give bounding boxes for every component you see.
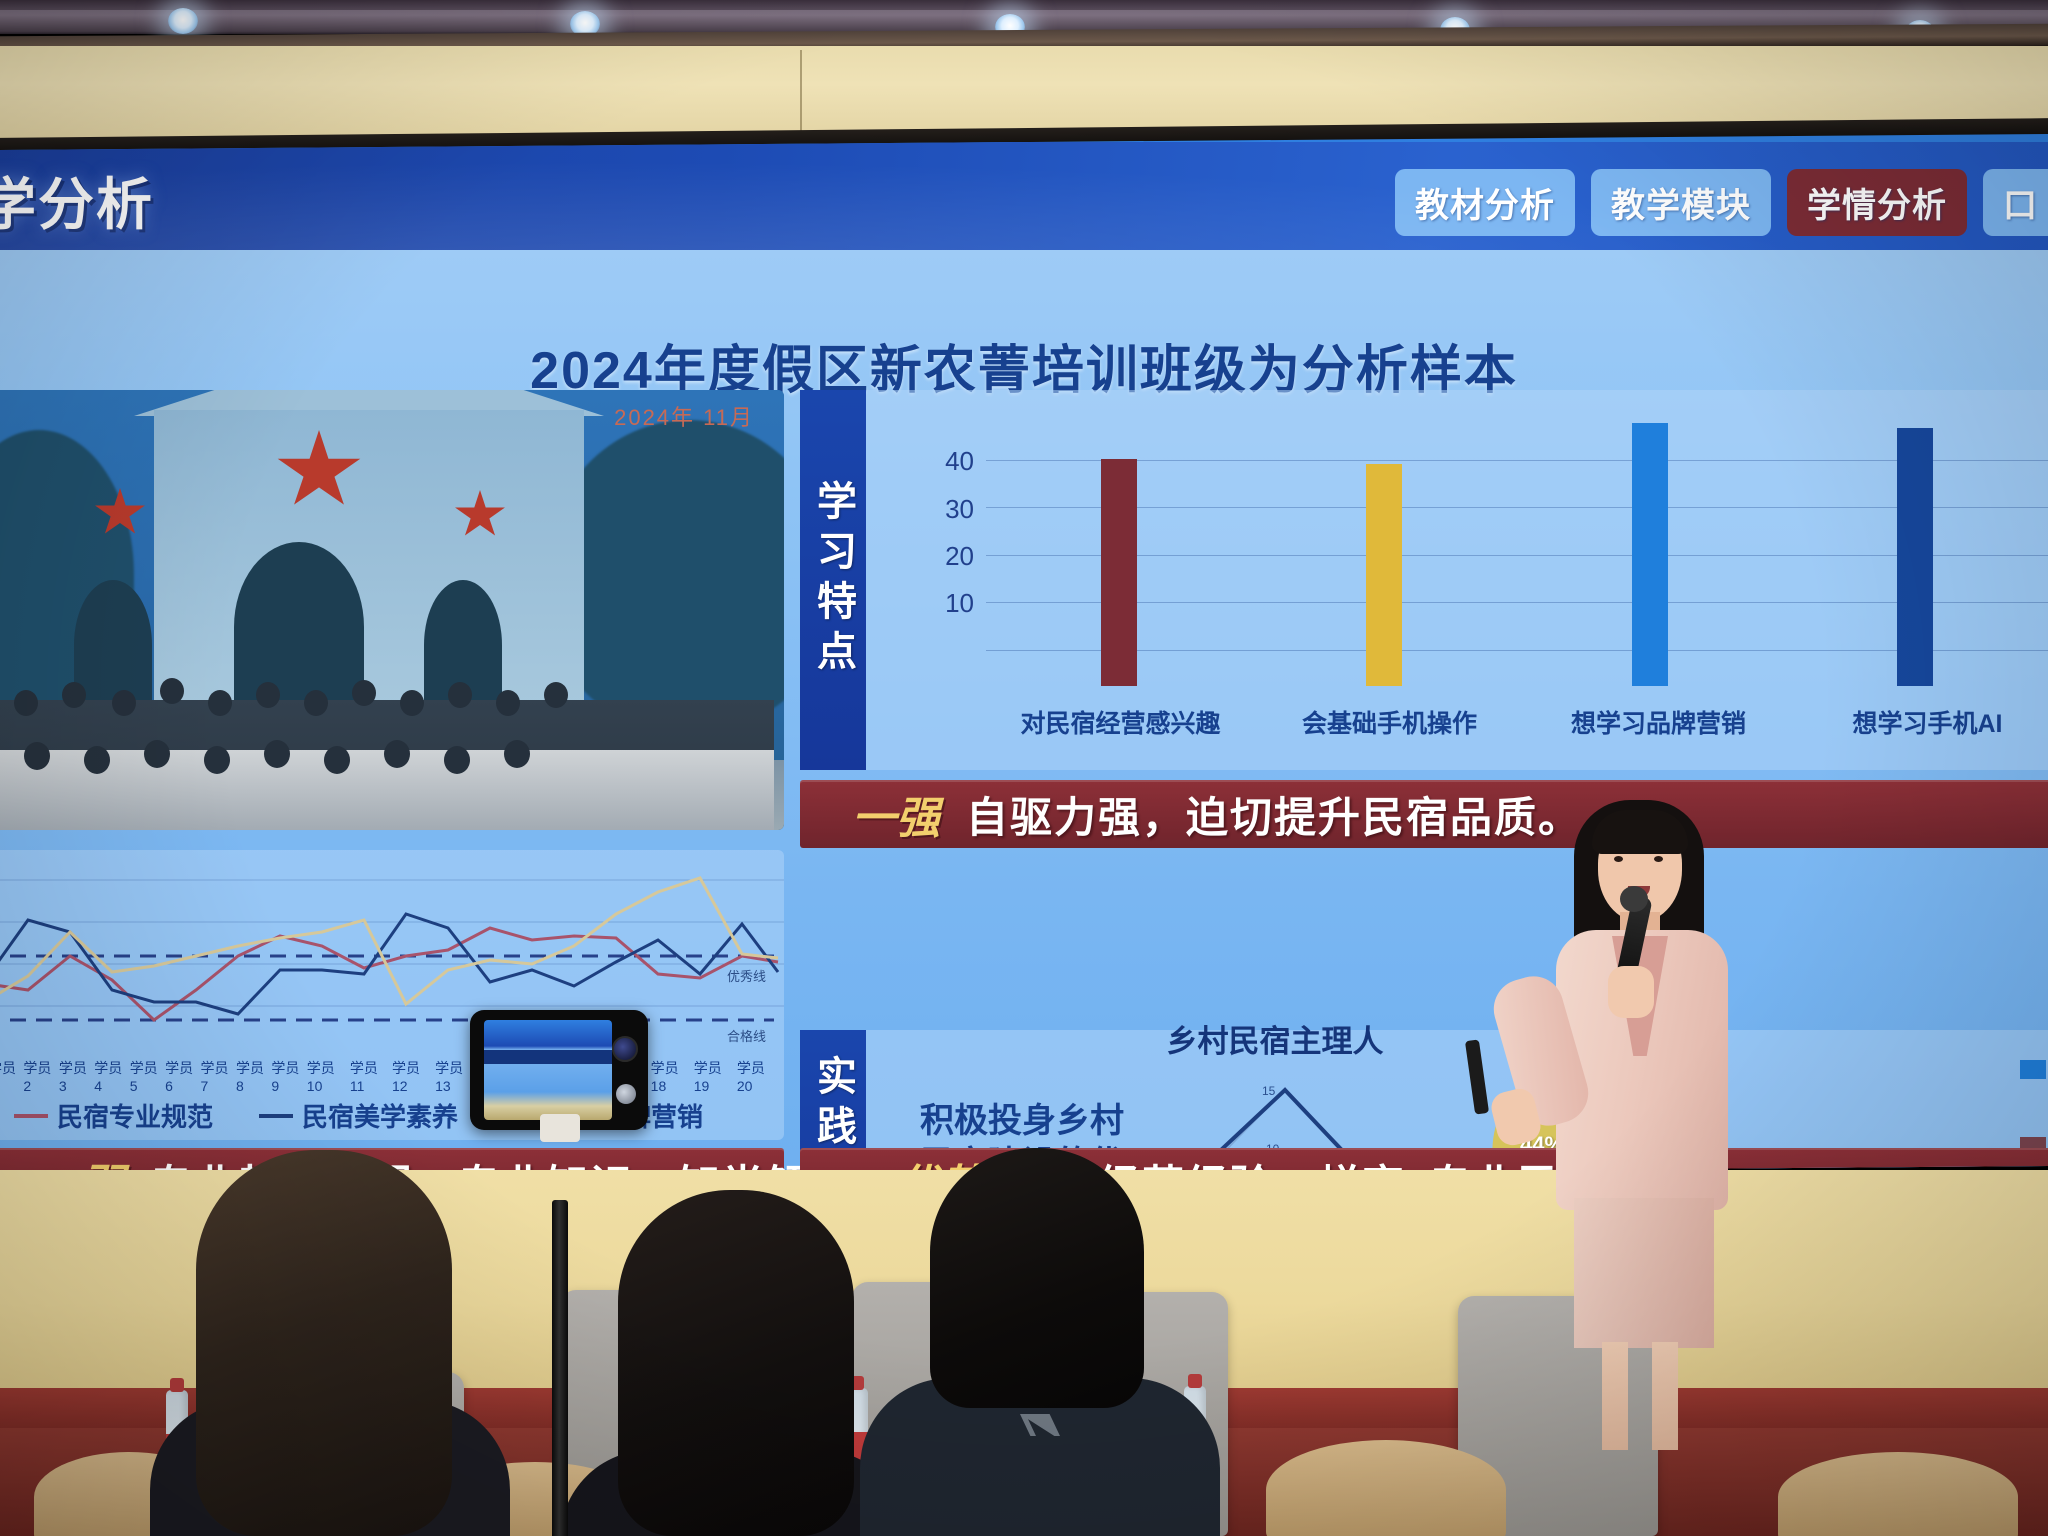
audience-head (196, 1150, 452, 1536)
bar (1897, 428, 1934, 686)
strength-banner: 一强 自驱力强，迫切提升民宿品质。 (800, 780, 2048, 848)
presenter-eye-right (1654, 856, 1663, 862)
group-photo-panel: 2024年 11月 (0, 390, 784, 830)
line-x-label: 学员10 (306, 1060, 335, 1094)
bar-column (1517, 408, 1783, 686)
photo-building (154, 410, 584, 710)
bar-plot (986, 408, 2048, 686)
bar-column (1783, 408, 2048, 686)
line-chart-svg (0, 876, 784, 1022)
y-tick: 30 (945, 494, 974, 524)
y-tick: 10 (945, 588, 974, 618)
header-title: 学分析 (0, 173, 154, 236)
line-x-label: 学员6 (165, 1060, 194, 1094)
presenter-skirt (1574, 1198, 1714, 1348)
bar-section-label-text: 学习特点 (811, 480, 855, 680)
bar-y-axis: 40 30 20 10 (934, 446, 974, 650)
line-x-label: 学员12 (392, 1060, 420, 1094)
line-x-label: 学员9 (271, 1060, 300, 1094)
legend-item-1: 民宿美学素养 (259, 1097, 458, 1134)
line-x-label: 学员19 (693, 1060, 722, 1094)
tab-jiaocai-fenxi[interactable]: 教材分析 (1395, 169, 1575, 236)
line-x-label: 学员11 (349, 1060, 378, 1094)
bar-x-labels: 对民宿经营感兴趣 会基础手机操作 想学习品牌营销 想学习手机AI (986, 704, 2048, 740)
bar-x-label: 想学习手机AI (1852, 710, 2003, 738)
chair-back-wood (1266, 1440, 1506, 1536)
phone-clamp (540, 1114, 580, 1142)
bar (1631, 423, 1668, 686)
line-x-label: 学员5 (129, 1060, 158, 1094)
tab-xueqing-fenxi[interactable]: 学情分析 (1787, 169, 1967, 236)
phone-record-button-icon[interactable] (612, 1036, 638, 1062)
ceiling-strip (0, 0, 2048, 10)
line-x-label: 学员4 (94, 1060, 123, 1094)
presenter-leg-right (1652, 1342, 1678, 1450)
tripod-pole (552, 1200, 568, 1536)
audience-head (930, 1148, 1144, 1408)
bar-column (1252, 408, 1518, 686)
pie-legend-item-0 (2020, 1060, 2048, 1079)
y-tick: 40 (945, 446, 974, 476)
tab-jiaoxue-mokuai[interactable]: 教学模块 (1591, 169, 1771, 236)
bar-x-label: 想学习品牌营销 (1570, 710, 1746, 738)
radar-tick-15: 15 (1262, 1084, 1276, 1098)
line-x-label: 学员1 (0, 1060, 16, 1076)
line-x-label: 学员3 (58, 1060, 87, 1094)
line-x-label: 学员18 (650, 1060, 679, 1094)
line-chart-panel: 优秀线 合格线 学员1 学员2 学员3 学员4 学员5 学员6 学员7 学员8 学员9 学员10 学… (0, 850, 784, 1140)
legend-item-0: 民宿专业规范 (14, 1097, 213, 1134)
radar-chart-title: 乡村民宿主理人 (1166, 1024, 1384, 1059)
presenter-eye-left (1614, 856, 1623, 862)
presenter-hand-mic (1608, 966, 1654, 1018)
presenter-leg-left (1602, 1342, 1628, 1450)
audience-head (618, 1190, 854, 1536)
bar-x-label: 对民宿经营感兴趣 (1020, 710, 1221, 738)
y-tick: 20 (945, 541, 974, 571)
slide-tabs: 教材分析 教学模块 学情分析 口 (1395, 169, 2048, 236)
bar-section-label: 学习特点 (800, 390, 866, 770)
reference-line-label-pass: 合格线 (726, 1029, 766, 1044)
bar (1366, 463, 1403, 686)
bar-chart-area: 40 30 20 10 对民宿经营感兴趣 会基础手机操作 想学习品牌营销 想学习手机A… (886, 390, 2048, 770)
chair-back-wood (1778, 1452, 2018, 1536)
phone-shutter-icon[interactable] (616, 1084, 636, 1104)
tab-partial[interactable]: 口 (1983, 169, 2048, 236)
slide-header: 学分析 教材分析 教学模块 学情分析 口 (0, 142, 2048, 250)
recording-phone[interactable] (470, 1010, 648, 1130)
microphone-head-icon (1620, 886, 1648, 912)
legend-label: 民宿专业规范 (57, 1102, 214, 1132)
reference-line-label-excellent: 优秀线 (726, 969, 766, 984)
line-x-label: 学员7 (200, 1060, 229, 1094)
bar-x-label: 会基础手机操作 (1301, 710, 1477, 738)
line-x-label: 学员20 (736, 1060, 765, 1094)
line-x-label: 学员2 (23, 1060, 52, 1094)
presenter (1464, 790, 1750, 1450)
phone-screen (484, 1020, 612, 1120)
spotlight-icon (168, 8, 198, 34)
presenter-bangs (1592, 810, 1688, 854)
photo-arch-left (74, 580, 152, 710)
bar (1100, 458, 1137, 686)
bar-chart-panel: 学习特点 40 30 20 (800, 390, 2048, 770)
strength-text: 自驱力强，迫切提升民宿品质。 (966, 793, 1583, 841)
bar-column (986, 408, 1252, 686)
photo-date-stamp: 2024年 11月 (614, 405, 754, 430)
line-chart-x-labels: 学员1 学员2 学员3 学员4 学员5 学员6 学员7 学员8 学员9 学员10 学员11 学员12 学… (0, 1058, 784, 1094)
photo-arch-center (234, 542, 364, 712)
strength-keyword: 一强 (852, 794, 940, 843)
line-x-label: 学员8 (235, 1060, 264, 1094)
legend-label: 民宿美学素养 (302, 1102, 459, 1132)
wall-seam (800, 50, 802, 144)
